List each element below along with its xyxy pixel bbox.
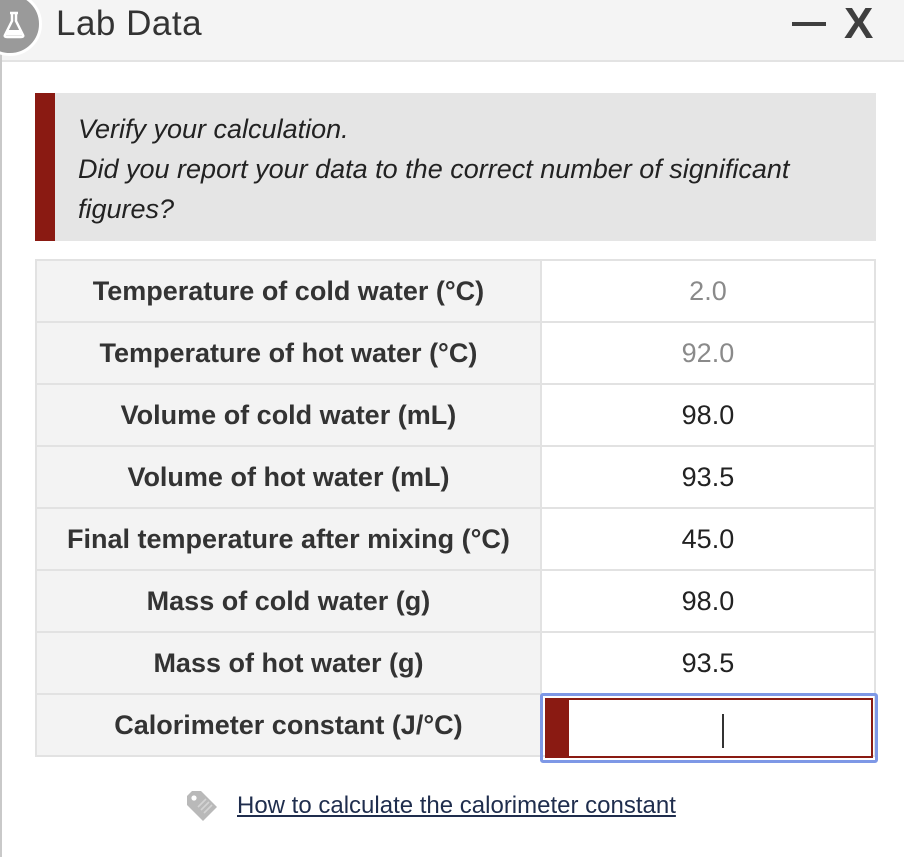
close-button[interactable]: X [844,0,874,48]
row-value: 92.0 [539,321,877,385]
table-row: Volume of cold water (mL) 98.0 [35,383,877,447]
table-row: Mass of hot water (g) 93.5 [35,631,877,695]
table-row: Temperature of hot water (°C) 92.0 [35,321,877,385]
row-label: Temperature of hot water (°C) [35,321,542,385]
row-label: Final temperature after mixing (°C) [35,507,542,571]
row-value: 2.0 [539,259,877,323]
table-row: Mass of cold water (g) 98.0 [35,569,877,633]
table-row: Temperature of cold water (°C) 2.0 [35,259,877,323]
row-value: 93.5 [539,631,877,695]
row-label: Calorimeter constant (J/°C) [35,693,542,757]
flask-icon [0,0,42,56]
notice-text: Verify your calculation. Did you report … [78,109,858,229]
table-row: Volume of hot water (mL) 93.5 [35,445,877,509]
lab-data-table: Temperature of cold water (°C) 2.0 Tempe… [35,259,878,763]
calorimeter-constant-field[interactable] [544,698,873,758]
title-bar: Lab Data X [0,0,904,62]
row-label: Volume of hot water (mL) [35,445,542,509]
calorimeter-constant-cell [539,693,878,763]
calorimeter-help-link[interactable]: How to calculate the calorimeter constan… [237,792,676,819]
row-label: Volume of cold water (mL) [35,383,542,447]
notice-accent-bar [35,93,55,241]
window-title: Lab Data [56,4,203,43]
notice-line-2: Did you report your data to the correct … [78,154,790,224]
row-value: 45.0 [539,507,877,571]
calorimeter-constant-input[interactable] [568,700,871,756]
row-value: 98.0 [539,383,877,447]
row-value: 98.0 [539,569,877,633]
minimize-icon [792,22,826,26]
text-caret [721,714,724,748]
input-error-bar [546,700,569,756]
tag-icon [184,788,220,829]
notice-line-1: Verify your calculation. [78,114,349,144]
row-value: 93.5 [539,445,877,509]
table-row: Final temperature after mixing (°C) 45.0 [35,507,877,571]
row-label: Mass of hot water (g) [35,631,542,695]
row-label: Temperature of cold water (°C) [35,259,542,323]
table-row: Calorimeter constant (J/°C) [35,693,878,763]
row-label: Mass of cold water (g) [35,569,542,633]
verify-notice: Verify your calculation. Did you report … [35,93,876,241]
calorimeter-constant-focus-ring [539,693,878,763]
